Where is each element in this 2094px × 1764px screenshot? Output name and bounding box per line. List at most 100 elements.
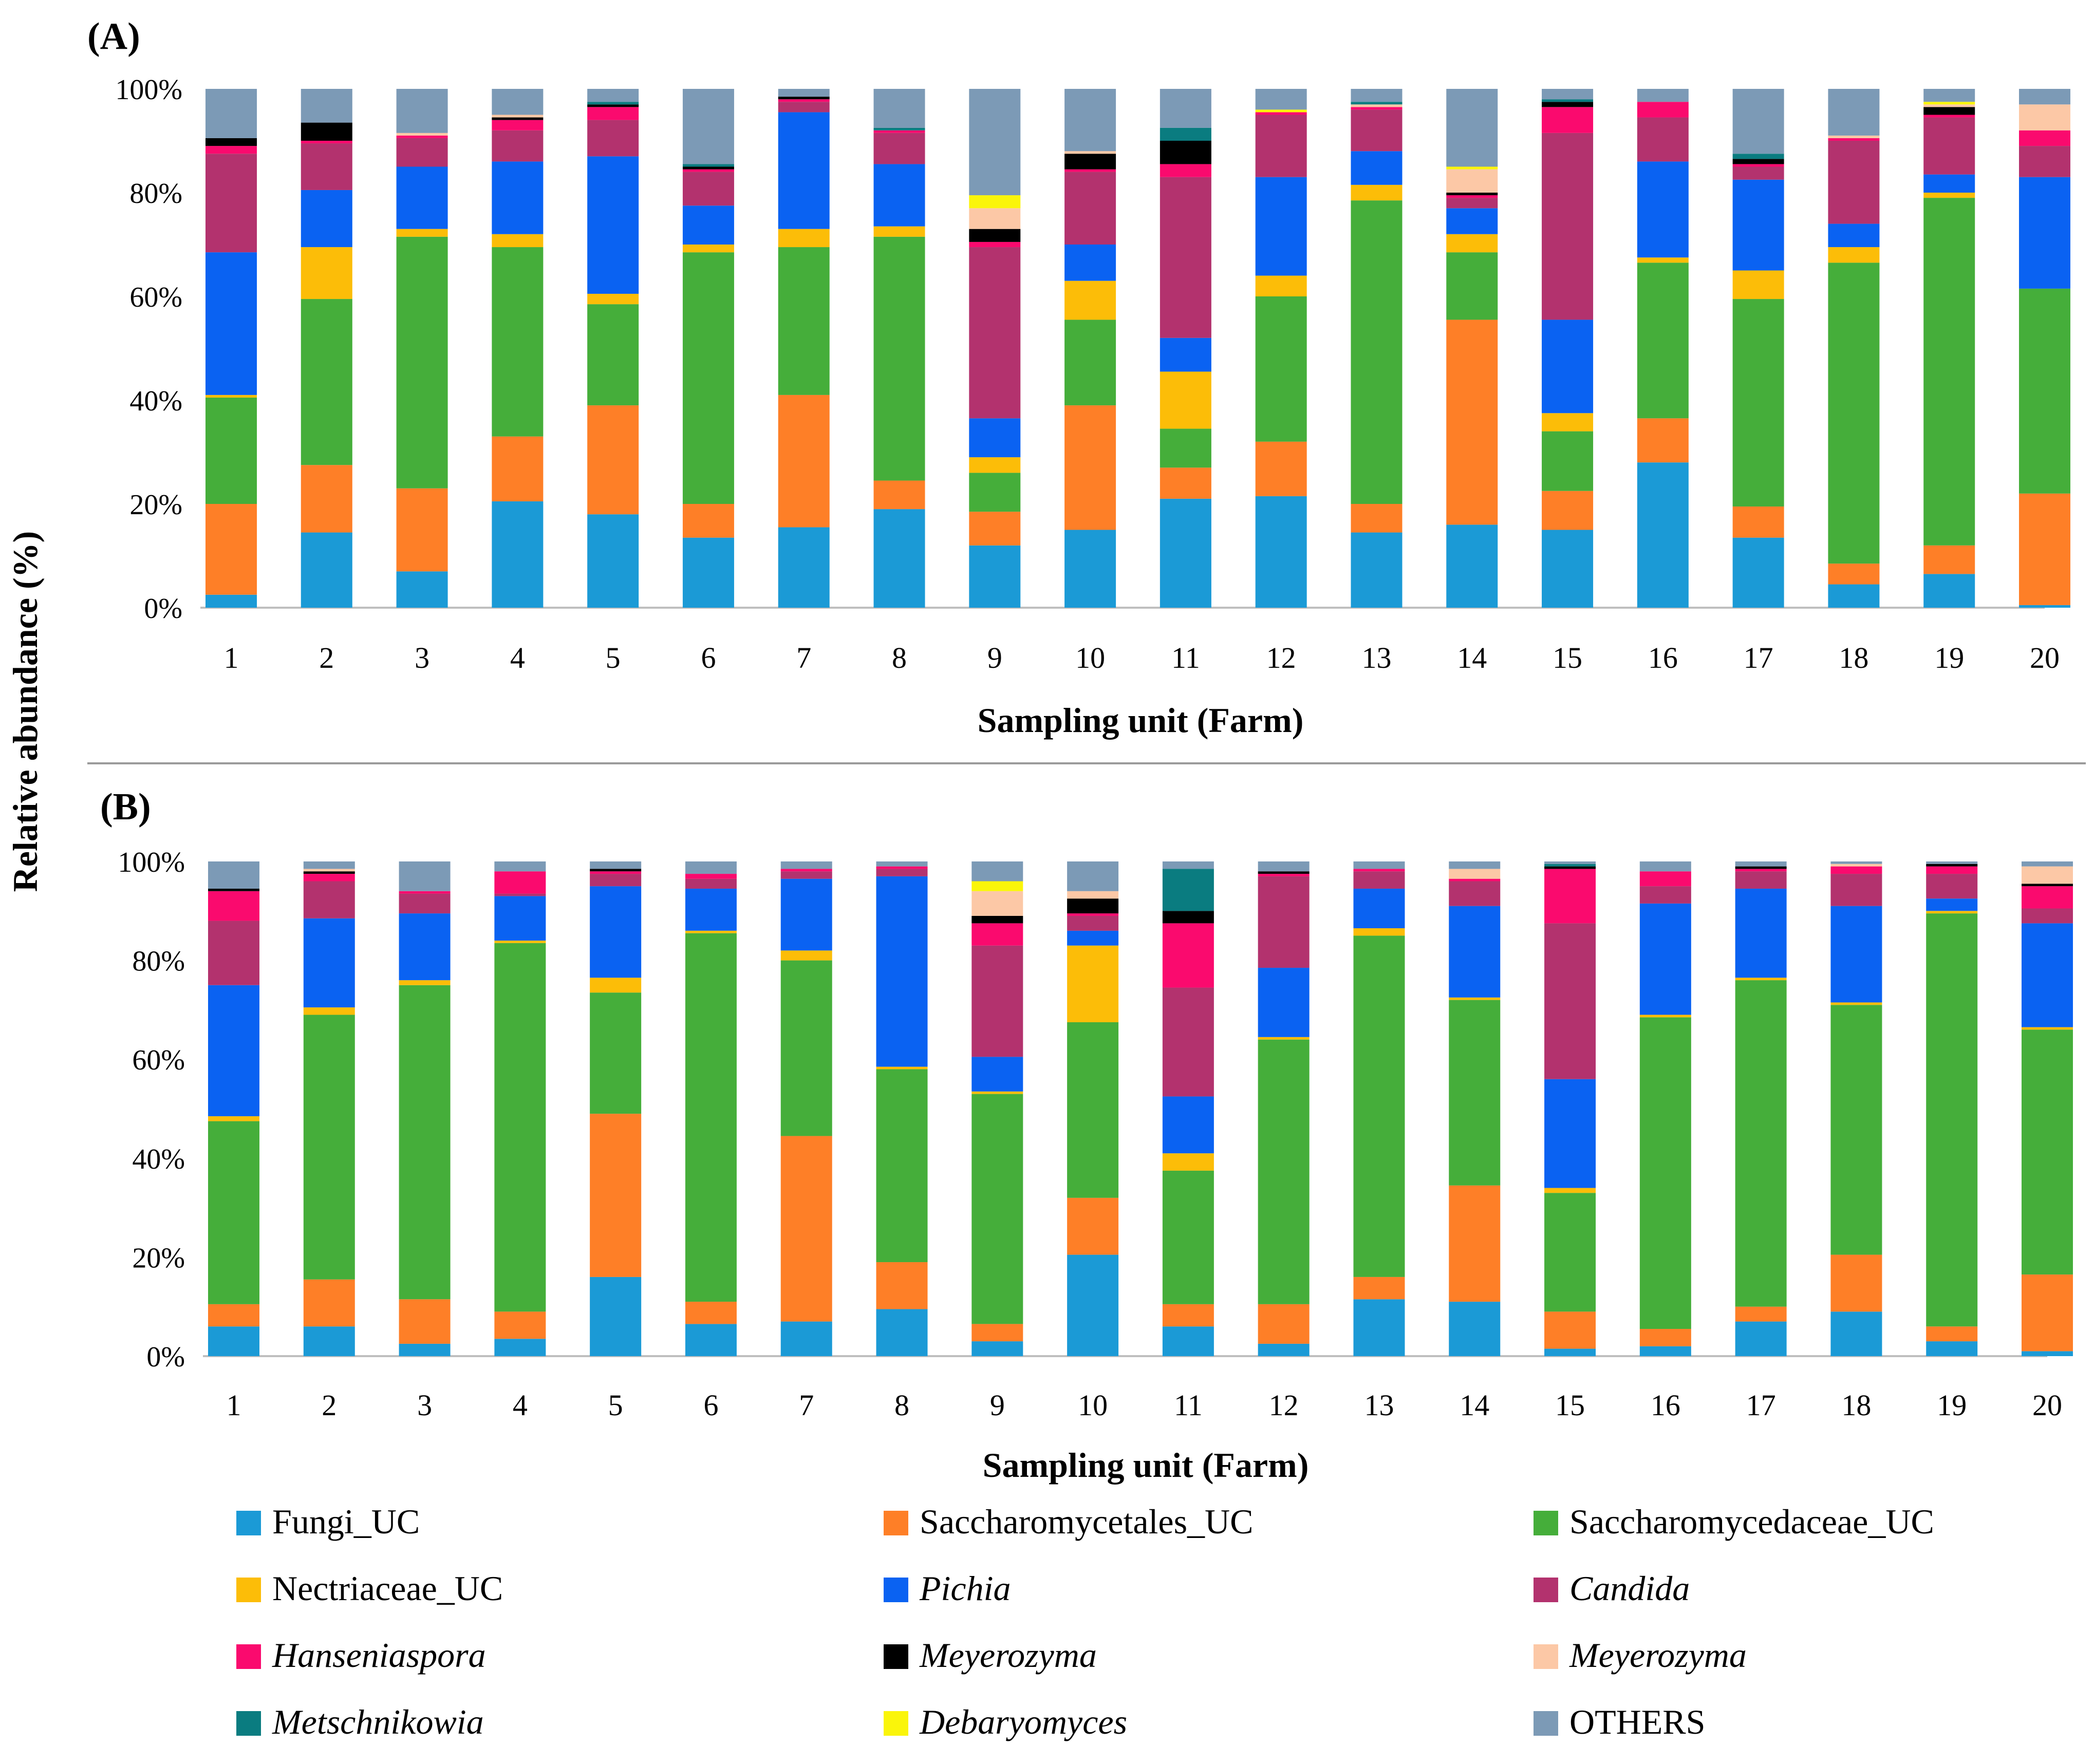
panel-b-bar-segment-others bbox=[399, 861, 451, 891]
panel-a-bar-segment-saccharomycedaceae-uc bbox=[1923, 198, 1975, 546]
panel-a-bar-segment-saccharomycedaceae-uc bbox=[492, 247, 544, 437]
panel-a-bar-segment-others bbox=[1542, 89, 1594, 100]
legend-item: Saccharomycedaceae_UC bbox=[1534, 1502, 1934, 1541]
panel-a-bar-segment-hanseniaspora bbox=[1923, 115, 1975, 118]
panel-a-bar-segment-nectriaceae-uc bbox=[969, 457, 1021, 473]
panel-a-bar-segment-fungi-uc bbox=[1732, 537, 1784, 608]
panel-b-bar-segment-fungi-uc bbox=[685, 1324, 737, 1356]
panel-b-bar-segment-meyerozyma bbox=[590, 869, 642, 872]
panel-a-bars bbox=[205, 89, 2070, 608]
panel-a-bar-segment-others bbox=[1732, 89, 1784, 154]
panel-b-bar-segment-candida bbox=[494, 893, 546, 896]
panel-a-bar-segment-hanseniaspora bbox=[396, 135, 448, 138]
panel-b-bar-segment-fungi-uc bbox=[1258, 1343, 1310, 1356]
panel-b-bar-segment-nectriaceae-uc bbox=[208, 1116, 259, 1121]
panel-b-label: (B) bbox=[100, 786, 151, 828]
legend-label: Debaryomyces bbox=[919, 1702, 1127, 1741]
panel-a-bar-segment-candida bbox=[1637, 117, 1689, 162]
legend-swatch bbox=[1534, 1711, 1558, 1736]
panel-a-bar-segment-hanseniaspora bbox=[778, 99, 830, 102]
panel-a-bar-segment-candida bbox=[205, 154, 257, 253]
panel-b-bar-segment-meyerozyma bbox=[1162, 911, 1214, 924]
panel-b-bar-segment-saccharomycedaceae-uc bbox=[2022, 1029, 2073, 1275]
panel-a-bar-segment-nectriaceae-uc bbox=[682, 245, 734, 253]
panel-a-bar-segment-others bbox=[969, 89, 1021, 196]
panel-a-bar-segment-meyerozyma bbox=[1064, 151, 1116, 154]
panel-a-bar-segment-saccharomycedaceae-uc bbox=[587, 304, 639, 406]
panel-b-x-tick-label: 3 bbox=[417, 1388, 432, 1422]
panel-a-bar-segment-meyerozyma bbox=[778, 97, 830, 100]
legend-item: Candida bbox=[1534, 1569, 1690, 1608]
panel-b-x-tick-label: 12 bbox=[1269, 1388, 1299, 1422]
legend-label: OTHERS bbox=[1569, 1702, 1705, 1741]
panel-b-bar-segment-nectriaceae-uc bbox=[1353, 928, 1405, 936]
panel-a-x-tick-label: 6 bbox=[701, 641, 716, 674]
panel-b-bar-segment-hanseniaspora bbox=[971, 923, 1023, 946]
legend-item: Hanseniaspora bbox=[236, 1636, 486, 1675]
panel-b-bar-segment-meyerozyma bbox=[2022, 866, 2073, 884]
panel-a-bar-segment-others bbox=[1255, 89, 1307, 110]
panel-b-y-tick-label: 60% bbox=[132, 1044, 185, 1076]
panel-b-bar-segment-candida bbox=[1544, 923, 1596, 1079]
panel-a-bar-segment-saccharomycedaceae-uc bbox=[682, 252, 734, 504]
panel-b-bar-segment-fungi-uc bbox=[1067, 1254, 1119, 1356]
panel-b-bar-segment-pichia bbox=[494, 896, 546, 941]
panel-a-bar-segment-saccharomycetales-uc bbox=[778, 395, 830, 528]
panel-b-bar-segment-saccharomycedaceae-uc bbox=[1162, 1170, 1214, 1304]
panel-b-bar-segment-hanseniaspora bbox=[1735, 869, 1787, 872]
legend-swatch bbox=[236, 1578, 261, 1602]
panel-b-bar-segment-saccharomycedaceae-uc bbox=[1735, 980, 1787, 1307]
panel-a-bar-segment-saccharomycetales-uc bbox=[1542, 491, 1594, 530]
panel-b-x-tick-label: 1 bbox=[227, 1388, 241, 1422]
panel-b-bar-segment-pichia bbox=[1258, 968, 1310, 1037]
panel-a-bar-segment-pichia bbox=[396, 166, 448, 229]
panel-b-bar-segment-others bbox=[1449, 861, 1501, 869]
panel-a-bar-segment-saccharomycetales-uc bbox=[682, 504, 734, 538]
panel-a-bar-segment-others bbox=[1637, 89, 1689, 102]
panel-a-bar-segment-meyerozyma bbox=[1732, 159, 1784, 164]
panel-a-bar-segment-saccharomycedaceae-uc bbox=[1828, 262, 1880, 564]
panel-b-bar-segment-pichia bbox=[1735, 888, 1787, 978]
panel-a-bar-segment-pichia bbox=[1828, 223, 1880, 248]
panel-a-bar-segment-meyerozyma bbox=[1923, 104, 1975, 107]
panel-b-bar-segment-hanseniaspora bbox=[494, 871, 546, 894]
panel-b-bar-segment-saccharomycetales-uc bbox=[1639, 1329, 1691, 1346]
panel-b-bar-segment-saccharomycedaceae-uc bbox=[303, 1015, 355, 1280]
panel-a-bar-segment-meyerozyma bbox=[492, 117, 544, 120]
panel-b-bar-segment-fungi-uc bbox=[971, 1341, 1023, 1356]
panel-b-bar-segment-saccharomycetales-uc bbox=[303, 1279, 355, 1327]
panel-a-x-tick-label: 13 bbox=[1361, 641, 1391, 674]
panel-a-bar-segment-saccharomycedaceae-uc bbox=[1351, 200, 1403, 504]
panel-b-bar-segment-hanseniaspora bbox=[590, 871, 642, 874]
panel-a-bar-segment-hanseniaspora bbox=[1732, 164, 1784, 167]
panel-b-bar-segment-metschnikowia bbox=[1162, 869, 1214, 911]
panel-b-bar-segment-nectriaceae-uc bbox=[2022, 1027, 2073, 1030]
panel-a-x-tick-label: 10 bbox=[1075, 641, 1105, 674]
panel-b-bar-segment-fungi-uc bbox=[1639, 1346, 1691, 1356]
panel-b-bar-segment-meyerozyma bbox=[1926, 864, 1978, 867]
panel-a-bar-segment-saccharomycedaceae-uc bbox=[1446, 252, 1498, 320]
panel-a-bar-segment-saccharomycetales-uc bbox=[492, 436, 544, 501]
panel-b-bar-segment-pichia bbox=[1353, 888, 1405, 929]
legend-item: Pichia bbox=[884, 1569, 1011, 1608]
panel-a-bar-segment-nectriaceae-uc bbox=[1923, 193, 1975, 198]
panel-a-bar-segment-pichia bbox=[873, 164, 925, 227]
panel-a-bar-segment-saccharomycetales-uc bbox=[1732, 506, 1784, 538]
panel-b-bar-segment-saccharomycetales-uc bbox=[2022, 1274, 2073, 1352]
legend-label: Meyerozyma bbox=[1569, 1636, 1747, 1675]
panel-a-bar-segment-metschnikowia bbox=[587, 102, 639, 105]
panel-b-bar-segment-nectriaceae-uc bbox=[399, 980, 451, 985]
panel-b-bar-segment-nectriaceae-uc bbox=[303, 1007, 355, 1015]
panel-b-bar-segment-hanseniaspora bbox=[685, 874, 737, 879]
panel-a-bar-segment-pichia bbox=[778, 112, 830, 229]
panel-a-bar-segment-nectriaceae-uc bbox=[1160, 371, 1211, 429]
panel-a-bar-segment-saccharomycedaceae-uc bbox=[1637, 262, 1689, 419]
panel-a-bar-segment-pichia bbox=[1160, 337, 1211, 372]
panel-a-bar-segment-nectriaceae-uc bbox=[778, 229, 830, 248]
panel-a-bar-segment-meyerozyma bbox=[492, 115, 544, 118]
panel-a-bar-segment-pichia bbox=[1351, 151, 1403, 185]
panel-b-x-tick-label: 16 bbox=[1651, 1388, 1680, 1422]
panel-b-bar-segment-fungi-uc bbox=[303, 1326, 355, 1356]
panel-b-bar-segment-saccharomycetales-uc bbox=[685, 1302, 737, 1324]
panel-b-bar-segment-saccharomycedaceae-uc bbox=[1639, 1017, 1691, 1329]
